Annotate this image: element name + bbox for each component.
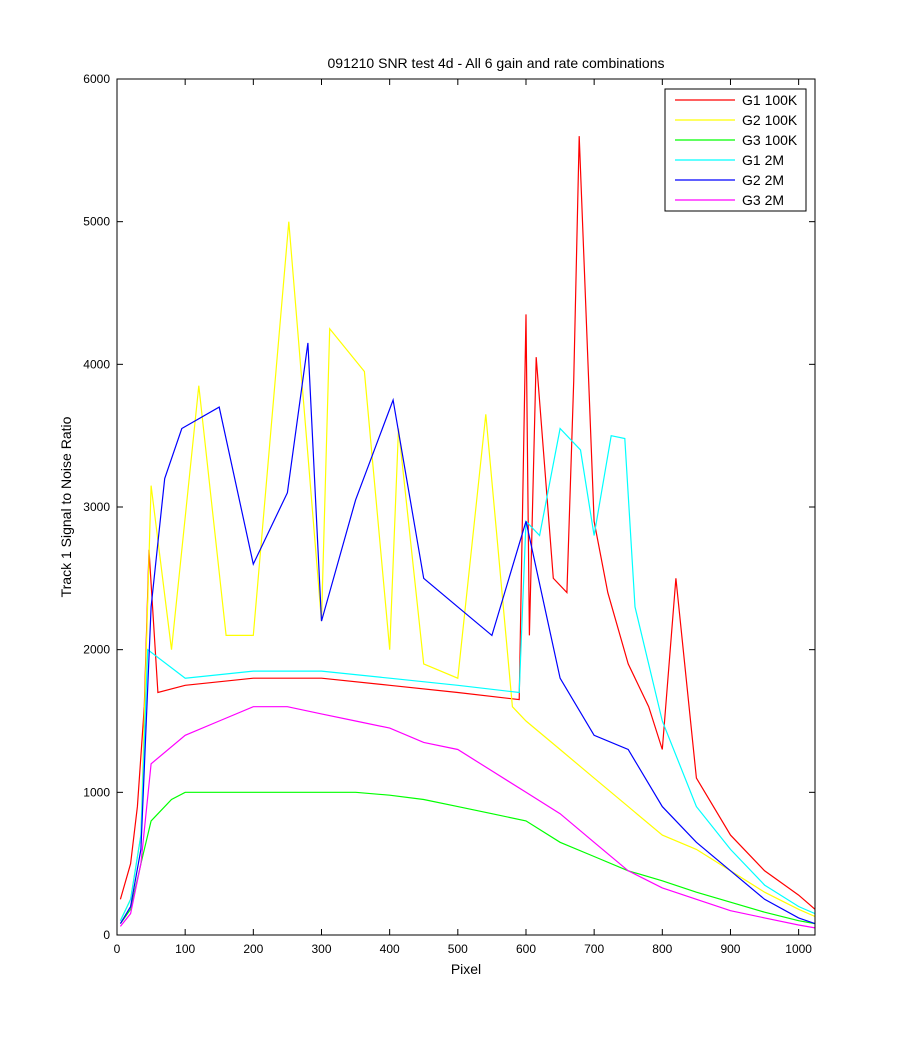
x-tick-label: 900 <box>720 942 740 956</box>
legend-label: G2 2M <box>742 172 784 188</box>
series-lines <box>119 136 815 929</box>
y-tick-label: 5000 <box>83 215 110 229</box>
x-tick-label: 100 <box>175 942 195 956</box>
series-line-4 <box>119 427 815 921</box>
plot-area: 0 100 200 300 400 500 600 700 800 900 1000 0 1000 200… <box>83 72 816 956</box>
y-tick-label: 6000 <box>83 72 110 86</box>
y-tick-label: 4000 <box>83 357 110 371</box>
y-tick-label: 1000 <box>83 785 110 799</box>
x-tick-label: 600 <box>516 942 536 956</box>
series-line-5 <box>119 342 815 925</box>
legend-label: G1 100K <box>742 92 798 108</box>
series-line-6 <box>119 706 815 929</box>
x-tick-label: 200 <box>243 942 263 956</box>
y-axis-label: Track 1 Signal to Noise Ratio <box>58 416 74 597</box>
x-tick-label: 0 <box>114 942 121 956</box>
series-line-1 <box>119 136 815 910</box>
series-line-2 <box>119 221 815 921</box>
x-axis-label: Pixel <box>451 961 481 977</box>
legend-label: G3 2M <box>742 192 784 208</box>
y-tick-label: 2000 <box>83 643 110 657</box>
x-tick-label: 1000 <box>785 942 812 956</box>
legend: G1 100K G2 100K G3 100K G1 2M G2 2M G3 2M <box>664 88 807 212</box>
series-line-3 <box>119 791 815 925</box>
x-tick-label: 300 <box>311 942 331 956</box>
y-tick-label: 3000 <box>83 500 110 514</box>
legend-box <box>664 88 807 212</box>
x-tick-label: 500 <box>448 942 468 956</box>
legend-label: G3 100K <box>742 132 798 148</box>
legend-label: G2 100K <box>742 112 798 128</box>
x-tick-label: 400 <box>380 942 400 956</box>
y-tick-label: 0 <box>103 928 110 942</box>
chart-title: 091210 SNR test 4d - All 6 gain and rate… <box>328 55 665 71</box>
x-tick-label: 700 <box>584 942 604 956</box>
x-tick-label: 800 <box>652 942 672 956</box>
legend-label: G1 2M <box>742 152 784 168</box>
